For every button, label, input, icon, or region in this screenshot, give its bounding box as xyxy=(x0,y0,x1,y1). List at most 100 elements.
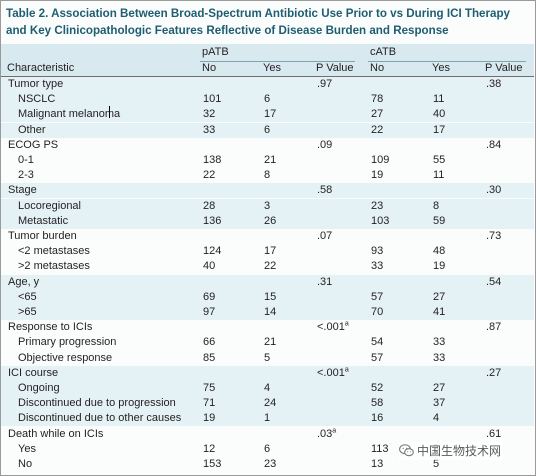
cell-patb-p: .03a xyxy=(317,427,336,442)
cell-catb-yes-text: 59 xyxy=(433,214,446,227)
cell-patb-yes-text: 22 xyxy=(264,260,277,273)
row-label: Death while on ICIs xyxy=(8,427,103,442)
table-row: Malignant melanoma 32 17 27 40 xyxy=(1,107,534,123)
cell-catb-yes: 4 xyxy=(433,411,439,426)
cell-catb-p-text: .27 xyxy=(486,366,502,379)
cell-patb-yes: 8 xyxy=(264,168,270,183)
cell-patb-p-text: .07 xyxy=(317,230,333,242)
cell-patb-no-text: 97 xyxy=(203,306,216,318)
footnote-marker: a xyxy=(332,426,337,434)
cell-catb-yes: 41 xyxy=(433,305,445,320)
row-label-text: Death while on ICIs xyxy=(8,427,104,440)
cell-patb-no: 33 xyxy=(203,123,215,138)
text-cursor xyxy=(109,106,110,118)
row-label-text: Other xyxy=(18,123,46,136)
row-label-text: No xyxy=(18,458,33,470)
cell-patb-p-text: <.001 xyxy=(317,366,345,379)
cell-patb-yes: 22 xyxy=(264,259,276,274)
cell-catb-no: 109 xyxy=(371,153,389,168)
cell-catb-no-text: 78 xyxy=(371,93,384,106)
table-row: Metastatic 136 26 103 59 xyxy=(1,213,534,229)
cell-patb-p: .09 xyxy=(317,138,332,153)
row-label-text: <65 xyxy=(18,290,37,303)
watermark-text: 中国生物技术网 xyxy=(417,444,502,458)
row-label: Objective response xyxy=(18,351,112,366)
cell-patb-p: .31 xyxy=(317,275,332,290)
col-header-catb-yes: Yes xyxy=(432,62,450,74)
cell-patb-p: <.001a xyxy=(317,366,349,381)
row-label-text: Metastatic xyxy=(18,214,69,227)
cell-catb-yes: 59 xyxy=(433,214,445,229)
cell-catb-yes: 48 xyxy=(433,244,445,259)
cell-patb-no: 75 xyxy=(203,381,215,396)
table-title: Table 2. Association Between Broad-Spect… xyxy=(6,5,526,39)
cell-catb-yes: 5 xyxy=(433,457,439,472)
header-rule xyxy=(1,76,534,77)
cell-patb-p-text: .97 xyxy=(317,78,333,90)
cell-catb-no-text: 113 xyxy=(371,442,389,455)
cell-catb-p: .38 xyxy=(486,77,501,92)
cell-catb-no: 33 xyxy=(371,259,383,274)
table-row: Death while on ICIs .03a .61 xyxy=(1,427,534,442)
cell-patb-no: 40 xyxy=(203,259,215,274)
cell-catb-yes-text: 11 xyxy=(433,93,445,106)
row-label: Discontinued due to other causes xyxy=(18,411,181,426)
cell-patb-no-text: 101 xyxy=(203,93,222,106)
cell-catb-no: 23 xyxy=(371,199,383,214)
row-label: No xyxy=(18,457,32,472)
col-header-patb-yes: Yes xyxy=(263,62,281,74)
table-row: Stage .58 .30 xyxy=(1,183,534,199)
cell-catb-p-text: .73 xyxy=(486,230,502,242)
cell-patb-no-text: 22 xyxy=(203,169,216,182)
cell-catb-yes: 33 xyxy=(433,335,445,350)
row-label-text: Tumor type xyxy=(8,78,64,90)
cell-patb-p: .97 xyxy=(317,77,332,92)
cell-patb-yes: 24 xyxy=(264,396,276,411)
row-label: Tumor burden xyxy=(8,229,77,244)
table-row: Age, y .31 .54 xyxy=(1,274,534,290)
cell-patb-yes: 21 xyxy=(264,335,276,350)
cell-patb-no-text: 28 xyxy=(203,199,216,212)
cell-catb-yes-text: 17 xyxy=(433,123,446,136)
col-header-patb-p: P Value xyxy=(316,62,354,74)
row-label: Metastatic xyxy=(18,214,68,229)
cell-patb-yes-text: 6 xyxy=(264,442,271,455)
cell-catb-yes-text: 33 xyxy=(433,351,446,364)
cell-patb-p-text: .31 xyxy=(317,275,333,288)
row-label-text: Ongoing xyxy=(18,382,60,394)
cell-patb-yes-text: 3 xyxy=(264,199,271,212)
cell-catb-no-text: 58 xyxy=(371,397,384,410)
table-title-line-1: Table 2. Association Between Broad-Spect… xyxy=(6,7,510,20)
row-label-text: Response to ICIs xyxy=(8,321,93,334)
cell-patb-no: 19 xyxy=(203,411,215,426)
cell-patb-no: 138 xyxy=(203,153,221,168)
cell-patb-yes: 14 xyxy=(264,305,276,320)
cell-catb-yes: 19 xyxy=(433,259,445,274)
cell-patb-p-text: .09 xyxy=(317,138,333,151)
cell-patb-yes: 17 xyxy=(264,107,276,122)
row-label-text: >65 xyxy=(18,306,37,318)
row-label: Ongoing xyxy=(18,381,60,396)
cell-patb-no: 28 xyxy=(203,199,215,214)
cell-patb-yes-text: 21 xyxy=(264,154,277,166)
cell-patb-no-text: 33 xyxy=(203,123,216,136)
cell-patb-p: .58 xyxy=(317,183,332,198)
cell-catb-yes: 11 xyxy=(433,92,444,107)
cell-catb-yes: 33 xyxy=(433,351,445,366)
cell-patb-no: 97 xyxy=(203,305,215,320)
cell-patb-yes: 6 xyxy=(264,92,270,107)
cell-catb-p: .30 xyxy=(486,183,501,198)
table-row: Primary progression 66 21 54 33 xyxy=(1,335,534,350)
row-label-text: Tumor burden xyxy=(8,230,77,242)
cell-catb-yes-text: 19 xyxy=(433,260,446,273)
cell-patb-yes-text: 21 xyxy=(264,336,277,349)
col-header-patb-no: No xyxy=(202,62,217,74)
cell-patb-yes: 6 xyxy=(264,123,270,138)
cell-patb-no-text: 69 xyxy=(203,290,216,303)
cell-catb-no-text: 23 xyxy=(371,199,384,212)
row-label-text: Stage xyxy=(8,184,37,197)
cell-patb-no: 101 xyxy=(203,92,221,107)
footnote-marker: a xyxy=(344,366,349,374)
cell-catb-yes-text: 27 xyxy=(433,290,446,303)
cell-patb-yes-text: 6 xyxy=(264,123,271,136)
